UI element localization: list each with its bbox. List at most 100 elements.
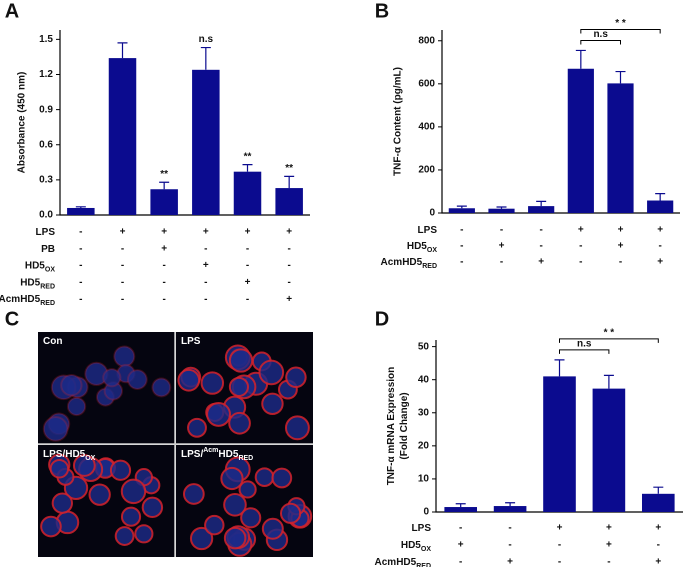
- comparison-bracket: [580, 28, 661, 34]
- y-tick-label: 1.2: [39, 69, 53, 80]
- treatment-mark: +: [161, 243, 167, 254]
- label-part: Acm: [375, 557, 397, 567]
- bar: [647, 200, 674, 213]
- panel-letter: D: [375, 308, 389, 330]
- micrograph-caption: Con: [43, 336, 62, 347]
- error-bar: [554, 359, 565, 377]
- label-main: HD5: [20, 294, 40, 305]
- significance-label: **: [244, 151, 252, 162]
- error-bar: [575, 49, 586, 69]
- cell: [60, 374, 83, 397]
- treatment-mark: +: [245, 227, 251, 238]
- axes: [441, 30, 680, 214]
- treatment-mark: -: [246, 294, 249, 305]
- treatment-label: LPS: [418, 225, 438, 236]
- label-main: Con: [43, 336, 62, 347]
- cell: [189, 526, 214, 551]
- error-bar: [117, 42, 128, 59]
- label-sub: RED: [238, 455, 253, 462]
- treatment-mark: -: [121, 277, 124, 288]
- y-tick-label: 0: [423, 507, 429, 518]
- micrograph-caption: LPS: [181, 336, 201, 347]
- treatment-mark: -: [204, 243, 207, 254]
- panel-letter: C: [5, 308, 19, 330]
- comparison-bracket: [559, 349, 610, 354]
- treatment-mark: -: [246, 243, 249, 254]
- treatment-mark: -: [459, 557, 462, 567]
- bar: [641, 493, 675, 512]
- cell: [271, 467, 293, 489]
- comparison-label: n.s: [593, 29, 608, 40]
- panel-letter: A: [5, 0, 19, 22]
- treatment-mark: +: [203, 260, 209, 271]
- bar: [444, 507, 478, 512]
- label-part: Acm: [381, 257, 403, 268]
- cell: [228, 376, 249, 397]
- comparison-label: * *: [604, 327, 615, 338]
- error-bar: [653, 486, 664, 494]
- treatment-mark: +: [161, 227, 167, 238]
- treatment-mark: -: [79, 294, 82, 305]
- cell: [109, 459, 132, 481]
- cell: [49, 458, 70, 479]
- cell: [120, 506, 142, 527]
- cell: [126, 369, 148, 390]
- comparison-bracket: [559, 338, 659, 343]
- treatment-mark: +: [606, 523, 612, 534]
- label-main: LPS: [412, 523, 432, 534]
- label-sub: RED: [40, 283, 55, 290]
- bar: [275, 188, 303, 215]
- error-bar: [200, 46, 211, 70]
- y-tick-label: 30: [418, 407, 430, 418]
- treatment-label: HD5OX: [25, 260, 55, 273]
- treatment-mark: +: [557, 523, 563, 534]
- treatment-mark: +: [606, 540, 612, 551]
- error-bar: [536, 200, 547, 207]
- bar: [567, 68, 594, 214]
- bar: [233, 171, 262, 215]
- treatment-mark: +: [655, 557, 661, 567]
- treatment-mark: -: [558, 557, 561, 567]
- cell: [279, 502, 302, 524]
- label-sub: RED: [40, 300, 55, 307]
- label-sub: RED: [422, 263, 437, 270]
- cell: [134, 524, 154, 544]
- treatment-mark: +: [657, 225, 663, 236]
- significance-label: **: [160, 169, 168, 180]
- bar: [108, 58, 137, 216]
- y-tick-label: 600: [418, 78, 435, 89]
- treatment-mark: -: [500, 225, 503, 236]
- treatment-mark: -: [579, 241, 582, 252]
- cell: [42, 416, 69, 442]
- treatment-mark: -: [500, 257, 503, 268]
- treatment-mark: -: [162, 294, 165, 305]
- treatment-label: HD5OX: [401, 540, 431, 553]
- label-main: HD5: [407, 241, 427, 252]
- bar: [150, 189, 178, 215]
- cell: [200, 371, 225, 395]
- axes: [59, 30, 310, 216]
- treatment-mark: -: [121, 294, 124, 305]
- treatment-mark: +: [618, 225, 624, 236]
- cell: [102, 368, 122, 388]
- cell: [261, 392, 284, 416]
- cell: [285, 366, 307, 389]
- treatment-mark: +: [538, 257, 544, 268]
- treatment-mark: -: [508, 523, 511, 534]
- comparison-label: * *: [615, 18, 626, 29]
- cell: [113, 345, 136, 368]
- treatment-mark: -: [79, 277, 82, 288]
- error-bar: [284, 175, 295, 189]
- error-bar: [242, 164, 253, 172]
- bar: [67, 207, 95, 215]
- micrograph-caption: LPS/HD5OX: [43, 449, 96, 462]
- cell: [284, 415, 310, 441]
- bar: [488, 208, 515, 213]
- cell: [223, 492, 247, 517]
- y-tick-label: 0.0: [39, 210, 53, 221]
- label-sub: OX: [85, 455, 95, 462]
- treatment-mark: -: [558, 540, 561, 551]
- label-sub: OX: [427, 247, 437, 254]
- label-main: HD5: [396, 557, 416, 567]
- treatment-label: AcmHD5RED: [375, 557, 431, 567]
